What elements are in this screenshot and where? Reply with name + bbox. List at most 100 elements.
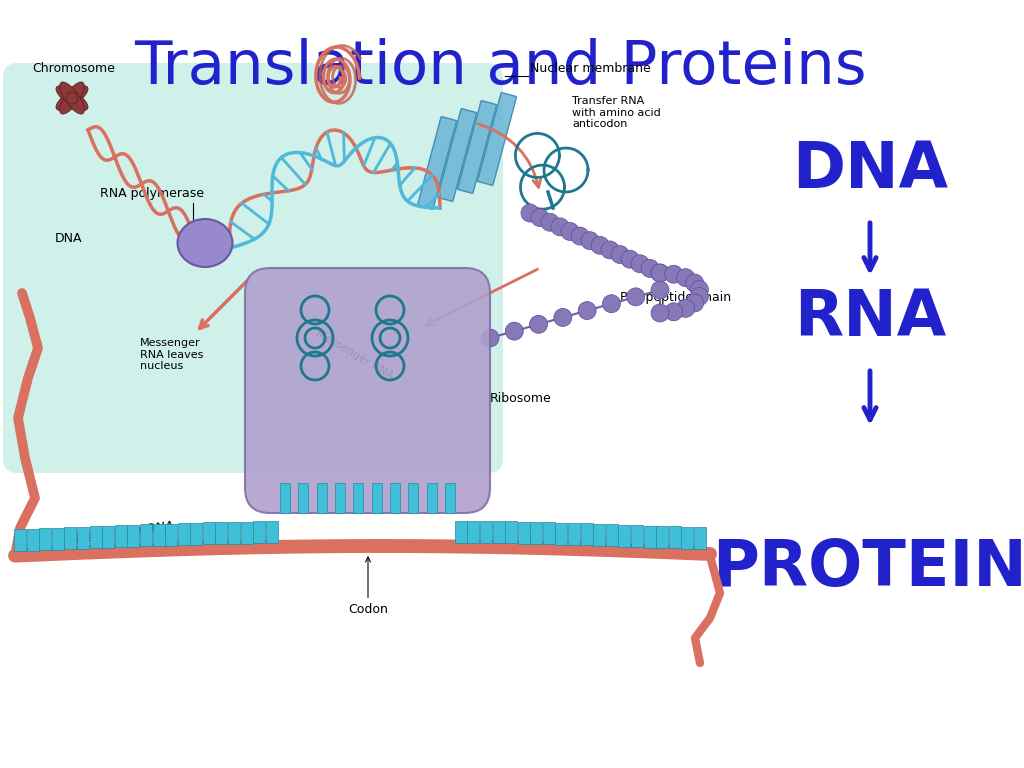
Bar: [127, 525, 139, 547]
Circle shape: [561, 223, 579, 240]
Bar: [115, 525, 127, 548]
FancyBboxPatch shape: [477, 93, 516, 185]
Bar: [253, 521, 265, 543]
Ellipse shape: [56, 86, 88, 111]
Bar: [215, 522, 227, 545]
Circle shape: [686, 294, 703, 312]
Bar: [335, 483, 345, 513]
Circle shape: [665, 303, 683, 321]
Bar: [27, 529, 39, 551]
Bar: [52, 528, 63, 550]
Circle shape: [505, 322, 523, 340]
Circle shape: [591, 237, 609, 254]
Bar: [505, 521, 517, 544]
Bar: [455, 521, 467, 542]
Circle shape: [611, 246, 629, 263]
Text: RNA polymerase: RNA polymerase: [100, 187, 204, 200]
Bar: [165, 524, 177, 545]
Bar: [644, 525, 655, 548]
Circle shape: [481, 329, 499, 347]
Bar: [593, 524, 605, 546]
Circle shape: [651, 264, 669, 282]
Bar: [241, 521, 253, 544]
Bar: [445, 483, 455, 513]
Bar: [493, 521, 505, 543]
Bar: [266, 521, 278, 543]
Text: Codon: Codon: [348, 557, 388, 616]
Bar: [681, 527, 693, 549]
Circle shape: [690, 280, 709, 299]
Bar: [409, 483, 419, 513]
Bar: [65, 528, 77, 549]
Bar: [427, 483, 436, 513]
Bar: [543, 522, 555, 545]
Bar: [140, 525, 152, 546]
Bar: [581, 523, 593, 545]
Bar: [467, 521, 479, 543]
Bar: [353, 483, 364, 513]
Bar: [102, 526, 114, 548]
Circle shape: [690, 287, 709, 306]
Circle shape: [602, 295, 621, 313]
Circle shape: [571, 227, 589, 245]
Text: RNA: RNA: [794, 287, 946, 349]
Circle shape: [521, 204, 539, 222]
Text: Polypeptide chain: Polypeptide chain: [620, 292, 731, 304]
Circle shape: [651, 264, 669, 282]
Bar: [14, 529, 26, 551]
Bar: [518, 521, 529, 544]
Bar: [190, 523, 203, 545]
Text: PROTEIN: PROTEIN: [713, 537, 1024, 599]
Bar: [280, 483, 290, 513]
Text: Chromosome: Chromosome: [32, 61, 115, 74]
Bar: [656, 526, 669, 548]
Circle shape: [554, 309, 571, 326]
Bar: [89, 526, 101, 548]
Bar: [39, 528, 51, 551]
Circle shape: [621, 250, 639, 268]
FancyBboxPatch shape: [458, 101, 497, 194]
Circle shape: [531, 209, 549, 227]
Bar: [568, 523, 580, 545]
Text: Ribosome: Ribosome: [490, 392, 552, 405]
Bar: [203, 522, 215, 545]
Circle shape: [627, 288, 645, 306]
Ellipse shape: [59, 82, 84, 114]
Text: DNA: DNA: [792, 139, 948, 201]
Bar: [694, 528, 706, 549]
Bar: [298, 483, 308, 513]
Bar: [228, 521, 240, 544]
FancyBboxPatch shape: [418, 117, 457, 210]
Ellipse shape: [66, 92, 78, 104]
Circle shape: [541, 214, 559, 231]
Ellipse shape: [177, 219, 232, 267]
FancyBboxPatch shape: [245, 268, 490, 513]
Bar: [618, 525, 631, 547]
Circle shape: [686, 274, 703, 292]
Bar: [530, 522, 543, 544]
Text: Messenger RNA: Messenger RNA: [75, 520, 174, 546]
Circle shape: [631, 255, 649, 273]
FancyBboxPatch shape: [437, 109, 476, 201]
Bar: [669, 526, 681, 548]
Circle shape: [551, 218, 569, 236]
Text: Translation and Proteins: Translation and Proteins: [134, 38, 866, 97]
Ellipse shape: [59, 82, 84, 114]
Circle shape: [651, 281, 669, 299]
Bar: [372, 483, 382, 513]
Circle shape: [601, 241, 618, 259]
Circle shape: [581, 232, 599, 250]
Circle shape: [641, 260, 659, 277]
Circle shape: [665, 265, 683, 283]
Circle shape: [677, 300, 694, 317]
Bar: [153, 524, 165, 546]
Ellipse shape: [56, 86, 88, 111]
Text: Messenger
RNA leaves
nucleus: Messenger RNA leaves nucleus: [140, 338, 204, 371]
Text: Nuclear membrane: Nuclear membrane: [530, 61, 650, 74]
Bar: [390, 483, 400, 513]
Bar: [480, 521, 492, 543]
Text: DNA: DNA: [55, 231, 83, 244]
Circle shape: [529, 316, 548, 333]
Bar: [178, 523, 189, 545]
Bar: [316, 483, 327, 513]
